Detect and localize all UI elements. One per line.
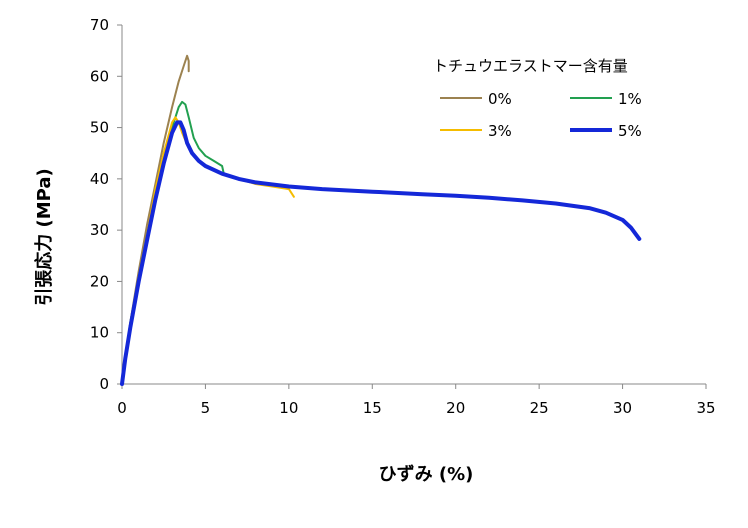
y-tick-label: 0 — [99, 375, 109, 393]
y-tick-label: 60 — [90, 67, 109, 85]
plot-area: 0 5 10 15 20 25 30 35 0 10 20 30 40 50 60 70 — [90, 16, 716, 417]
y-tick-label: 20 — [90, 272, 109, 290]
legend-label-3: 5% — [618, 122, 642, 140]
x-axis-title: ひずみ (%) — [379, 464, 474, 485]
x-tick-label: 35 — [696, 399, 715, 417]
series-lines — [120, 54, 642, 386]
y-tick-label: 40 — [90, 170, 109, 188]
x-tick-label: 5 — [201, 399, 211, 417]
y-tick-label: 30 — [90, 221, 109, 239]
series-line-0 — [121, 54, 190, 385]
x-tick-label: 15 — [363, 399, 382, 417]
y-tick-label: 50 — [90, 119, 109, 137]
legend-title: トチュウエラストマー含有量 — [433, 57, 628, 75]
x-tick-label: 20 — [446, 399, 465, 417]
y-axis-title: 引張応力 (MPa) — [33, 168, 55, 306]
x-tick-label: 0 — [117, 399, 127, 417]
series-line-3 — [120, 120, 642, 386]
y-tick-label: 70 — [90, 16, 109, 34]
legend-label-1: 1% — [618, 90, 642, 108]
legend: トチュウエラストマー含有量 0% 1% 3% 5% — [433, 57, 642, 140]
legend-label-2: 3% — [488, 122, 512, 140]
x-tick-label: 25 — [530, 399, 549, 417]
y-tick-label: 10 — [90, 324, 109, 342]
series-line-1 — [121, 100, 225, 385]
x-tick-label: 10 — [279, 399, 298, 417]
x-tick-label: 30 — [613, 399, 632, 417]
legend-label-0: 0% — [488, 90, 512, 108]
